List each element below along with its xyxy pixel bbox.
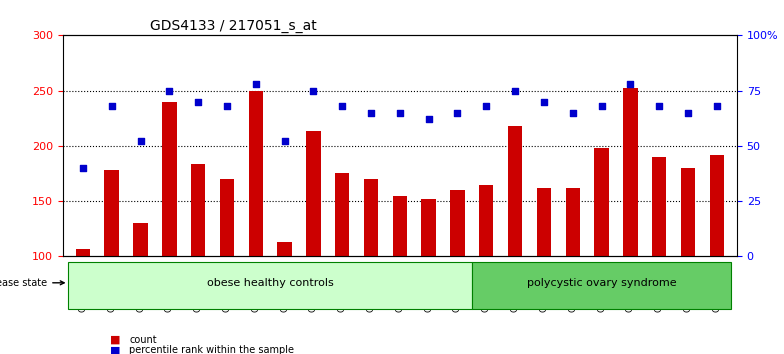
Point	[163, 88, 176, 93]
Point	[682, 110, 695, 115]
Bar	[393, 195, 407, 354]
Point	[509, 88, 521, 93]
FancyBboxPatch shape	[68, 262, 472, 309]
Bar	[479, 184, 493, 354]
Bar	[710, 155, 724, 354]
Bar	[565, 188, 580, 354]
Bar	[162, 102, 176, 354]
Point	[567, 110, 579, 115]
Bar	[220, 179, 234, 354]
Bar	[422, 199, 436, 354]
Bar	[104, 170, 119, 354]
Point	[134, 139, 147, 144]
Bar	[191, 164, 205, 354]
Bar	[623, 88, 637, 354]
Point	[249, 81, 262, 87]
Point	[423, 116, 435, 122]
Bar	[652, 157, 666, 354]
Bar	[594, 148, 608, 354]
Text: ■: ■	[110, 335, 120, 345]
Point	[710, 103, 723, 109]
Bar	[364, 179, 378, 354]
Bar	[249, 91, 263, 354]
FancyBboxPatch shape	[472, 262, 731, 309]
Text: polycystic ovary syndrome: polycystic ovary syndrome	[527, 278, 677, 288]
Point	[538, 99, 550, 104]
Text: ■: ■	[110, 346, 120, 354]
Point	[77, 165, 89, 171]
Point	[278, 139, 291, 144]
Point	[394, 110, 406, 115]
Text: percentile rank within the sample: percentile rank within the sample	[129, 346, 294, 354]
Point	[452, 110, 464, 115]
Text: GDS4133 / 217051_s_at: GDS4133 / 217051_s_at	[151, 19, 317, 33]
Point	[480, 103, 492, 109]
Text: disease state: disease state	[0, 278, 64, 288]
Bar	[681, 168, 695, 354]
Bar	[537, 188, 551, 354]
Point	[336, 103, 348, 109]
Text: count: count	[129, 335, 157, 345]
Bar	[307, 131, 321, 354]
Bar	[76, 249, 90, 354]
Point	[307, 88, 320, 93]
Point	[653, 103, 666, 109]
Bar	[335, 173, 350, 354]
Point	[624, 81, 637, 87]
Bar	[508, 126, 522, 354]
Point	[220, 103, 233, 109]
Point	[105, 103, 118, 109]
Point	[192, 99, 205, 104]
Point	[365, 110, 377, 115]
Bar	[450, 190, 465, 354]
Text: obese healthy controls: obese healthy controls	[207, 278, 333, 288]
Bar	[278, 242, 292, 354]
Point	[595, 103, 608, 109]
Bar	[133, 223, 147, 354]
